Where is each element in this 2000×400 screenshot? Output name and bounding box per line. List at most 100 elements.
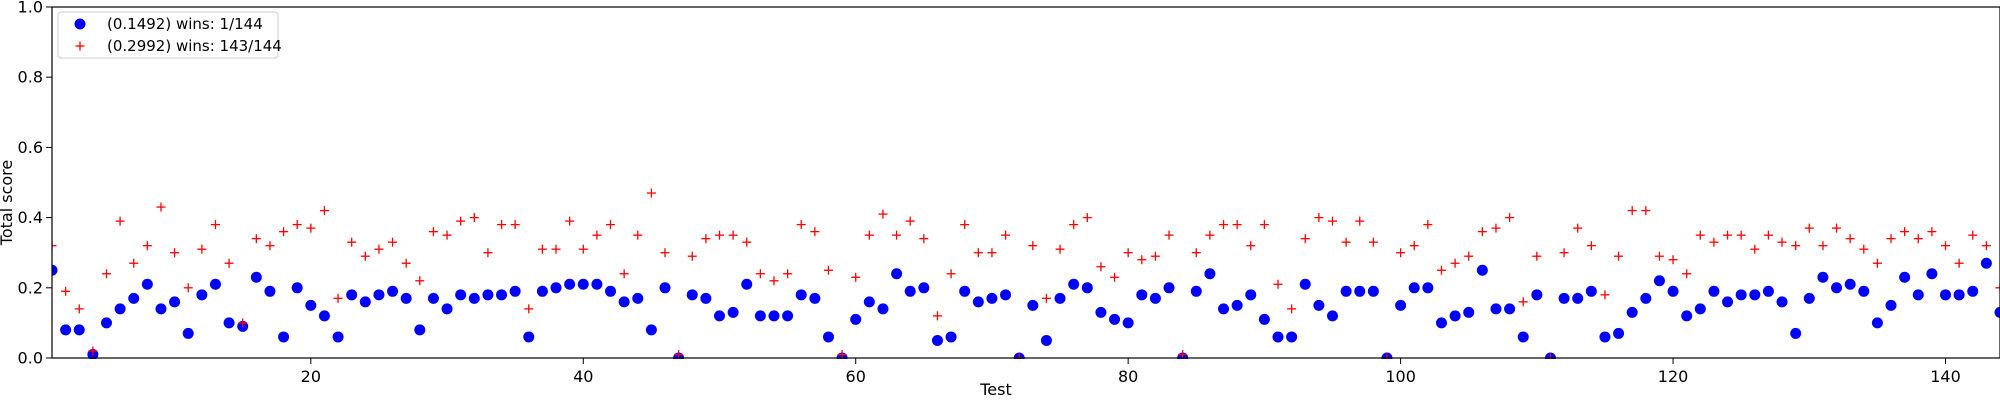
data-point-series-1 <box>387 285 399 297</box>
data-point-series-2 <box>796 220 806 230</box>
data-point-series-1 <box>414 324 426 336</box>
data-point-series-2 <box>1246 241 1256 251</box>
data-point-series-1 <box>605 285 617 297</box>
data-point-series-1 <box>1667 285 1679 297</box>
data-point-series-1 <box>782 310 794 322</box>
data-point-series-1 <box>400 292 412 304</box>
data-point-series-2 <box>1968 230 1978 240</box>
data-point-series-2 <box>1287 304 1297 314</box>
data-point-series-2 <box>88 346 98 356</box>
data-point-series-1 <box>1040 334 1052 346</box>
data-point-series-2 <box>1614 251 1624 261</box>
data-point-series-1 <box>1980 257 1992 269</box>
data-point-series-1 <box>1054 292 1066 304</box>
data-point-series-2 <box>592 230 602 240</box>
data-point-series-1 <box>863 296 875 308</box>
data-point-series-1 <box>1109 313 1121 325</box>
data-point-series-1 <box>1272 331 1284 343</box>
data-point-series-2 <box>1886 234 1896 244</box>
data-point-series-1 <box>1476 264 1488 276</box>
data-point-series-2 <box>292 220 302 230</box>
data-point-series-2 <box>1096 262 1106 272</box>
data-point-series-2 <box>1763 230 1773 240</box>
data-point-series-2 <box>1232 220 1242 230</box>
data-point-series-1 <box>564 278 576 290</box>
data-point-series-1 <box>1803 292 1815 304</box>
data-point-series-2 <box>851 272 861 282</box>
data-point-series-2 <box>1777 237 1787 247</box>
data-point-series-1 <box>1871 317 1883 329</box>
x-tick-label: 60 <box>846 367 866 386</box>
data-point-series-2 <box>1654 251 1664 261</box>
data-point-series-2 <box>1995 283 2000 293</box>
data-point-series-1 <box>536 285 548 297</box>
y-tick-label: 0.6 <box>18 138 43 157</box>
data-point-series-1 <box>1817 271 1829 283</box>
data-point-series-1 <box>141 278 153 290</box>
legend-entry-series-2: (0.2992) wins: 143/144 <box>107 37 282 55</box>
data-point-series-1 <box>1994 306 2000 318</box>
data-point-series-2 <box>1559 248 1569 258</box>
data-point-series-1 <box>196 289 208 301</box>
data-point-series-2 <box>510 220 520 230</box>
data-point-series-1 <box>1149 292 1161 304</box>
data-point-series-1 <box>427 292 439 304</box>
data-point-series-2 <box>170 248 180 258</box>
data-point-series-1 <box>741 278 753 290</box>
data-point-series-2 <box>1627 206 1637 216</box>
data-point-series-1 <box>1122 317 1134 329</box>
data-point-series-1 <box>1926 268 1938 280</box>
data-point-series-2 <box>551 244 561 254</box>
data-point-series-1 <box>60 324 72 336</box>
x-tick-label: 80 <box>1118 367 1138 386</box>
data-point-series-2 <box>973 248 983 258</box>
data-point-series-1 <box>482 289 494 301</box>
data-point-series-1 <box>1844 278 1856 290</box>
data-point-series-1 <box>346 289 358 301</box>
data-point-series-2 <box>1355 216 1365 226</box>
data-point-series-1 <box>496 289 508 301</box>
data-point-series-1 <box>100 317 112 329</box>
data-point-series-1 <box>1762 285 1774 297</box>
data-point-series-2 <box>646 188 656 198</box>
legend-marker-blue-circle <box>74 18 86 30</box>
data-point-series-1 <box>1681 310 1693 322</box>
data-point-series-2 <box>1464 251 1474 261</box>
data-point-series-1 <box>754 310 766 322</box>
data-point-series-2 <box>156 202 166 212</box>
data-point-series-1 <box>1095 306 1107 318</box>
data-point-series-1 <box>1517 331 1529 343</box>
x-tick-label: 40 <box>573 367 593 386</box>
data-point-series-1 <box>1708 285 1720 297</box>
data-point-series-1 <box>1912 289 1924 301</box>
data-point-series-1 <box>700 292 712 304</box>
legend-entry-series-1: (0.1492) wins: 1/144 <box>107 15 263 33</box>
data-point-series-2 <box>279 227 289 237</box>
data-point-series-2 <box>742 237 752 247</box>
data-point-series-2 <box>1328 216 1338 226</box>
data-point-series-1 <box>1776 296 1788 308</box>
data-point-series-2 <box>1791 241 1801 251</box>
data-point-series-1 <box>591 278 603 290</box>
data-point-series-1 <box>1572 292 1584 304</box>
data-point-series-1 <box>155 303 167 315</box>
data-point-series-2 <box>565 216 575 226</box>
data-point-series-2 <box>1041 293 1051 303</box>
data-point-series-1 <box>1395 299 1407 311</box>
data-point-series-1 <box>972 296 984 308</box>
data-point-series-1 <box>1790 327 1802 339</box>
data-point-series-2 <box>197 244 207 254</box>
data-point-series-2 <box>1436 265 1446 275</box>
data-point-series-1 <box>1504 303 1516 315</box>
data-point-series-1 <box>1435 317 1447 329</box>
data-point-series-1 <box>822 331 834 343</box>
data-point-series-2 <box>469 213 479 223</box>
data-point-series-2 <box>810 227 820 237</box>
data-point-series-2 <box>1818 241 1828 251</box>
data-point-series-1 <box>1204 268 1216 280</box>
data-point-series-2 <box>306 223 316 233</box>
data-point-series-2 <box>932 311 942 321</box>
data-point-series-1 <box>1190 285 1202 297</box>
data-point-series-2 <box>1069 220 1079 230</box>
